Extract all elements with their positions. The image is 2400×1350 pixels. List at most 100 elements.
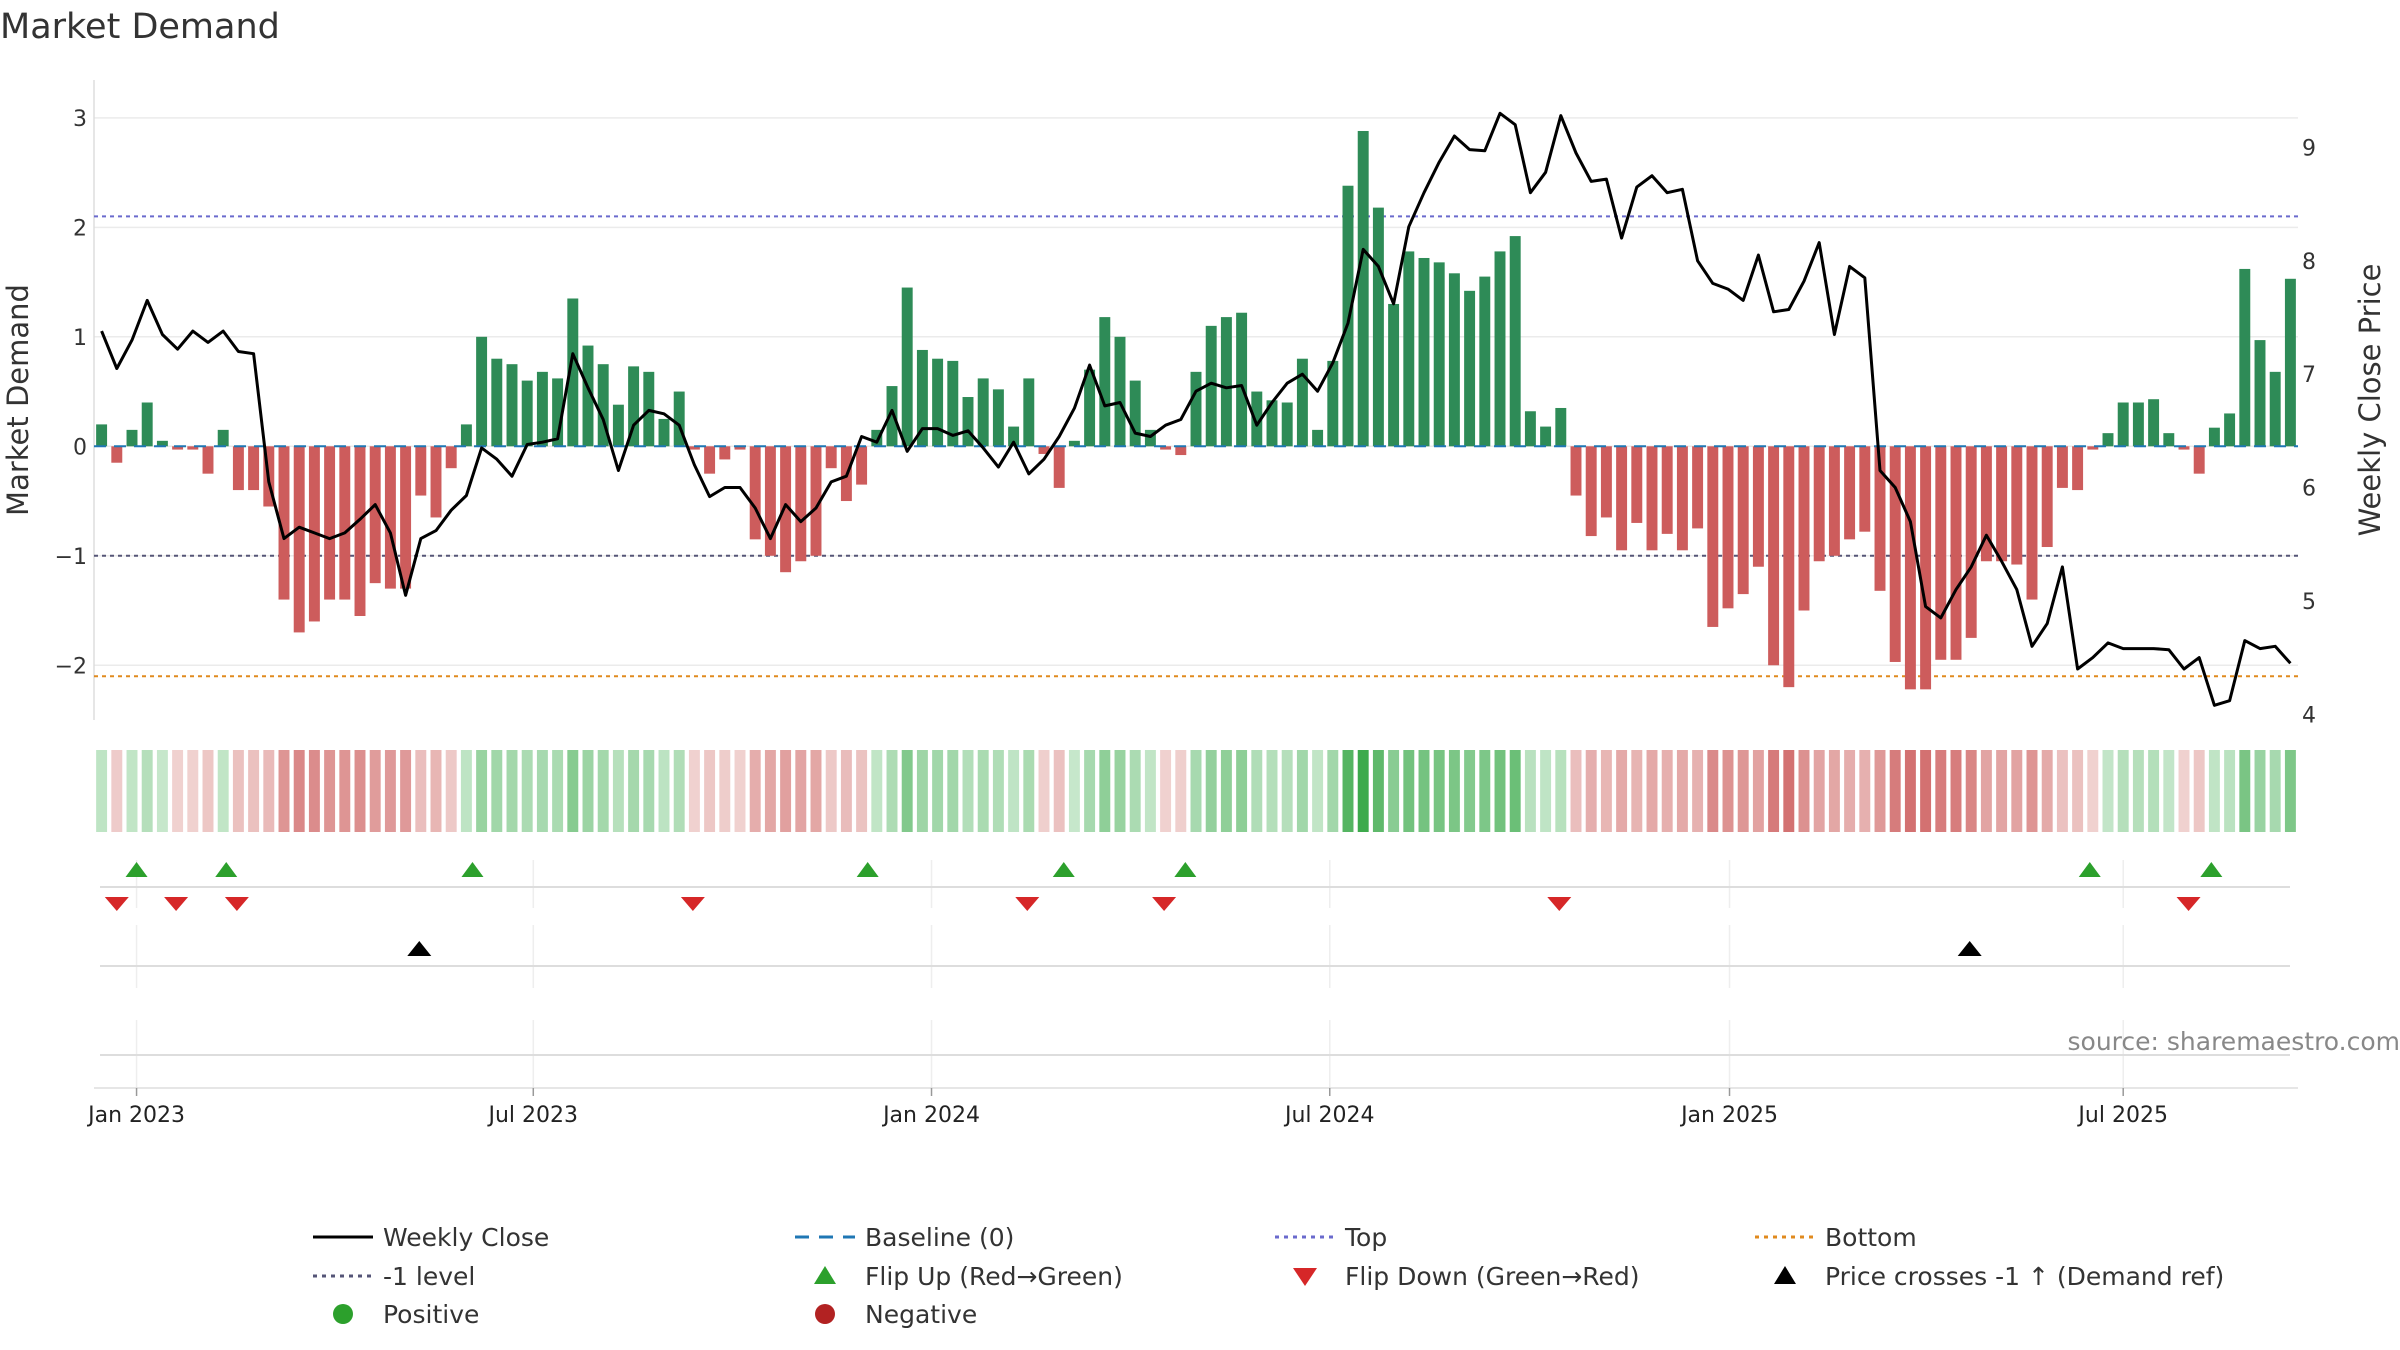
positive-bar bbox=[1357, 130, 1369, 447]
negative-bar bbox=[445, 446, 457, 469]
negative-bar bbox=[1996, 446, 2008, 562]
heat-cell bbox=[749, 750, 761, 832]
heat-cell bbox=[1904, 750, 1916, 832]
source-text: source: sharemaestro.com bbox=[2068, 1027, 2400, 1056]
x-tick-label: Jan 2023 bbox=[86, 1103, 185, 1128]
heat-cell bbox=[1524, 750, 1536, 832]
heat-cell bbox=[1950, 750, 1962, 832]
heat-cell bbox=[2284, 750, 2296, 832]
heat-cell bbox=[1068, 750, 1080, 832]
heat-cell bbox=[962, 750, 974, 832]
legend-swatch-circle bbox=[815, 1304, 835, 1324]
positive-bar bbox=[1220, 317, 1232, 447]
negative-bar bbox=[1950, 446, 1962, 660]
positive-bar bbox=[1205, 325, 1217, 447]
positive-bar bbox=[141, 402, 153, 447]
flip-up-marker bbox=[215, 862, 238, 877]
heat-cell bbox=[1661, 750, 1673, 832]
flip-up-marker bbox=[125, 862, 148, 877]
heat-cell bbox=[1707, 750, 1719, 832]
y-tick-label: 1 bbox=[73, 326, 87, 351]
negative-bar bbox=[1783, 446, 1795, 688]
y2-tick-label: 6 bbox=[2302, 477, 2316, 502]
heat-cell bbox=[1889, 750, 1901, 832]
heat-cell bbox=[415, 750, 427, 832]
heat-cell bbox=[567, 750, 579, 832]
positive-bar bbox=[992, 389, 1004, 447]
heat-cell bbox=[1980, 750, 1992, 832]
heat-cell bbox=[1084, 750, 1096, 832]
legend-label: Price crosses -1 ↑ (Demand ref) bbox=[1825, 1262, 2224, 1291]
negative-bar bbox=[248, 446, 260, 491]
negative-bar bbox=[1920, 446, 1932, 690]
negative-bar bbox=[825, 446, 837, 469]
negative-bar bbox=[384, 446, 396, 589]
positive-bar bbox=[947, 360, 959, 447]
negative-bar bbox=[795, 446, 807, 562]
heat-cell bbox=[704, 750, 716, 832]
heat-cell bbox=[1752, 750, 1764, 832]
heat-cell bbox=[795, 750, 807, 832]
heat-cell bbox=[1646, 750, 1658, 832]
negative-bar bbox=[369, 446, 381, 584]
heat-cell bbox=[552, 750, 564, 832]
heat-cell bbox=[1798, 750, 1810, 832]
heat-cell bbox=[1205, 750, 1217, 832]
heat-cell bbox=[354, 750, 366, 832]
heat-cell bbox=[141, 750, 153, 832]
positive-bar bbox=[2117, 402, 2129, 447]
x-tick-label: Jul 2025 bbox=[2076, 1103, 2168, 1128]
negative-bar bbox=[1798, 446, 1810, 611]
positive-bar bbox=[1129, 380, 1141, 447]
heat-cell bbox=[400, 750, 412, 832]
positive-bar bbox=[582, 345, 594, 447]
heat-cell bbox=[1722, 750, 1734, 832]
legend-item: Bottom bbox=[1755, 1223, 1917, 1252]
negative-bar bbox=[1904, 446, 1916, 690]
negative-bar bbox=[1175, 446, 1187, 456]
heat-cell bbox=[1175, 750, 1187, 832]
positive-bar bbox=[2239, 268, 2251, 447]
flip-down-marker bbox=[164, 897, 189, 911]
heat-cell bbox=[308, 750, 320, 832]
heat-cell bbox=[901, 750, 913, 832]
positive-bar bbox=[217, 429, 229, 447]
heat-cell bbox=[932, 750, 944, 832]
heat-cell bbox=[1631, 750, 1643, 832]
heat-cell bbox=[1813, 750, 1825, 832]
legend-label: Negative bbox=[865, 1300, 977, 1329]
negative-bar bbox=[1585, 446, 1597, 537]
heat-cell bbox=[172, 750, 184, 832]
flip-up-marker bbox=[1174, 862, 1197, 877]
heat-cell bbox=[1996, 750, 2008, 832]
negative-bar bbox=[2041, 446, 2053, 548]
heat-cell bbox=[2011, 750, 2023, 832]
heat-cell bbox=[734, 750, 746, 832]
legend-label: Top bbox=[1344, 1223, 1387, 1252]
heat-cell bbox=[1464, 750, 1476, 832]
negative-bar bbox=[1038, 446, 1050, 454]
heat-cell bbox=[2117, 750, 2129, 832]
positive-bar bbox=[1464, 290, 1476, 447]
legend-item: Price crosses -1 ↑ (Demand ref) bbox=[1774, 1262, 2224, 1291]
y2-tick-label: 4 bbox=[2302, 703, 2316, 728]
flip-down-marker bbox=[1015, 897, 1040, 911]
flip-down-marker bbox=[680, 897, 705, 911]
heat-cell bbox=[2254, 750, 2266, 832]
negative-bar bbox=[1828, 446, 1840, 556]
y-axis-title: Market Demand bbox=[1, 284, 35, 516]
negative-bar bbox=[1707, 446, 1719, 627]
negative-bar bbox=[111, 446, 123, 463]
negative-bar bbox=[1965, 446, 1977, 638]
positive-bar bbox=[2284, 278, 2296, 447]
positive-bar bbox=[2102, 433, 2114, 447]
heat-cell bbox=[369, 750, 381, 832]
empty-panel bbox=[100, 1020, 2290, 1088]
heat-cell bbox=[1236, 750, 1248, 832]
positive-bar bbox=[2148, 399, 2160, 447]
heat-cell bbox=[1342, 750, 1354, 832]
negative-bar bbox=[1631, 446, 1643, 523]
flip-down-marker bbox=[224, 897, 249, 911]
heat-cell bbox=[1372, 750, 1384, 832]
heat-cell bbox=[764, 750, 776, 832]
